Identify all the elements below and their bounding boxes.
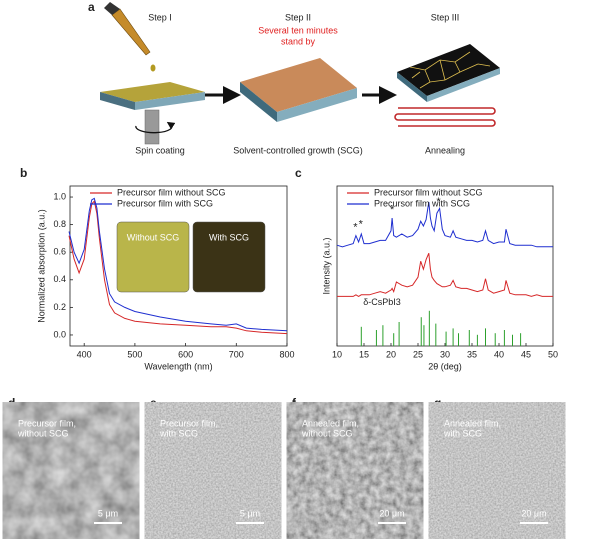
micrograph [440,414,554,530]
x-tick-label: 600 [178,349,193,359]
y-tick-label: 0.2 [53,302,66,312]
x-tick-label: 50 [548,349,558,359]
scale-bar-label: 5 μm [98,508,118,518]
dropper [104,2,156,72]
step-caption: Spin coating [135,145,185,155]
micrograph-label: Annealed film, [302,418,359,428]
scale-bar-label: 5 μm [240,508,260,518]
micrograph-label: with SCG [159,428,198,438]
x-tick-label: 25 [413,349,423,359]
panel-letter: c [295,166,302,180]
x-tick-label: 500 [127,349,142,359]
y-tick-label: 0.8 [53,219,66,229]
y-tick-label: 1.0 [53,191,66,201]
plot-frame [336,185,554,347]
series-line [337,253,553,297]
annotation: * [353,222,358,234]
annotation: * [436,196,441,208]
x-tick-label: 45 [521,349,531,359]
step-title: Step II [285,12,311,22]
inset-photo [192,221,266,293]
x-tick-label: 800 [279,349,294,359]
step-title: Step I [148,12,172,22]
series-line [68,197,288,332]
inset-label: Without SCG [127,232,180,242]
panel-letter: d [8,396,15,410]
y-axis-label: Normalized absorption (a.u.) [36,209,46,323]
panel-letter: a [88,0,95,14]
micrograph-label: Precursor film, [18,418,76,428]
plot-frame [69,185,288,347]
annotation: * [390,204,395,216]
film-slab [240,58,357,122]
schematic: a Step I Spin coating Step II Several te… [88,0,500,155]
panel-letter: b [20,166,27,180]
y-tick-label: 0.0 [53,329,66,339]
step-note: stand by [281,36,316,46]
micrograph-label: without SCG [301,428,353,438]
micrograph-label: without SCG [17,428,69,438]
step-caption: Annealing [425,145,465,155]
scale-bar-label: 20 μm [521,508,546,518]
x-tick-label: 700 [229,349,244,359]
x-tick-label: 35 [467,349,477,359]
x-tick-label: 20 [386,349,396,359]
annealed-slab [394,44,500,127]
inset-label: With SCG [209,232,249,242]
x-tick-label: 40 [494,349,504,359]
y-tick-label: 0.6 [53,247,66,257]
stick-label: δ-CsPbI3 [363,297,401,307]
x-tick-label: 30 [440,349,450,359]
y-tick-label: 0.4 [53,274,66,284]
annotation: * [359,218,364,230]
panel-letter: f [292,396,297,410]
series-line [336,201,553,248]
legend-label: Precursor film with SCG [374,198,470,208]
step-title: Step III [431,12,460,22]
micrograph [14,414,128,530]
panel-letter: g [434,396,441,410]
substrate [100,82,205,145]
step-note: Several ten minutes [258,25,338,35]
y-axis-label: Intensity (a.u.) [321,237,331,294]
x-tick-label: 400 [77,349,92,359]
inset-photo [116,221,190,293]
micrograph-label: Precursor film, [160,418,218,428]
step-caption: Solvent-controlled growth (SCG) [233,145,363,155]
legend-label: Precursor film without SCG [117,187,226,197]
x-axis-label: Wavelength (nm) [144,361,212,371]
panel-letter: e [150,396,157,410]
legend-label: Precursor film with SCG [117,198,213,208]
x-tick-label: 15 [359,349,369,359]
micrograph [298,414,412,530]
legend-label: Precursor film without SCG [374,187,483,197]
x-tick-label: 10 [332,349,342,359]
scale-bar-label: 20 μm [379,508,404,518]
series-line [68,200,288,335]
micrograph [156,414,270,530]
micrograph-label: Annealed film, [444,418,501,428]
micrograph-label: with SCG [443,428,482,438]
x-axis-label: 2θ (deg) [428,361,462,371]
